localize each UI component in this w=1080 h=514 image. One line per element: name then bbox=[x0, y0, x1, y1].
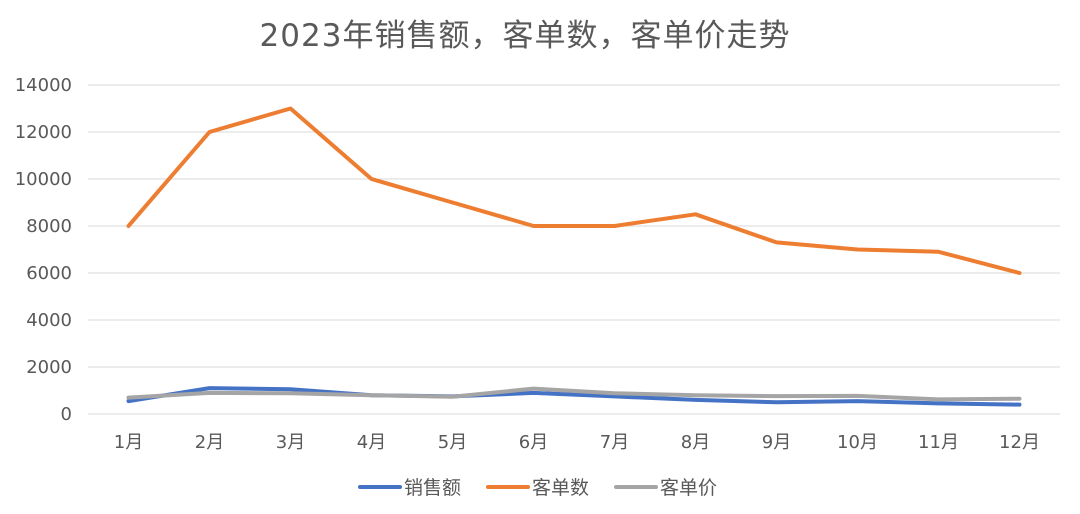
legend-label: 客单数 bbox=[532, 477, 589, 499]
series-lines bbox=[126, 106, 1022, 407]
x-tick-label: 9月 bbox=[762, 432, 791, 453]
x-tick-label: 12月 bbox=[999, 432, 1040, 453]
legend-label: 销售额 bbox=[404, 477, 461, 499]
x-tick-label: 2月 bbox=[195, 432, 224, 453]
y-tick-label: 10000 bbox=[15, 169, 72, 190]
series-line-2 bbox=[126, 106, 1022, 275]
x-tick-label: 1月 bbox=[114, 432, 143, 453]
x-tick-label: 6月 bbox=[519, 432, 548, 453]
x-tick-label: 11月 bbox=[918, 432, 959, 453]
series-line-3 bbox=[126, 386, 1022, 402]
x-tick-label: 5月 bbox=[438, 432, 467, 453]
legend-label: 客单价 bbox=[660, 477, 717, 499]
y-axis-ticks: 0 2000 4000 6000 8000 10000 12000 14000 bbox=[15, 75, 72, 425]
series-line-1 bbox=[126, 386, 1022, 407]
x-tick-label: 3月 bbox=[276, 432, 305, 453]
x-tick-label: 10月 bbox=[837, 432, 878, 453]
y-tick-label: 8000 bbox=[26, 216, 72, 237]
y-tick-label: 14000 bbox=[15, 75, 72, 96]
gridlines bbox=[88, 84, 1060, 415]
y-tick-label: 0 bbox=[61, 404, 72, 425]
x-tick-label: 4月 bbox=[357, 432, 386, 453]
y-tick-label: 4000 bbox=[26, 310, 72, 331]
x-tick-label: 7月 bbox=[600, 432, 629, 453]
x-tick-label: 8月 bbox=[681, 432, 710, 453]
chart-title: 2023年销售额，客单数，客单价走势 bbox=[259, 18, 791, 54]
x-axis-ticks: 1月 2月 3月 4月 5月 6月 7月 8月 9月 10月 11月 12月 bbox=[114, 432, 1040, 453]
y-tick-label: 12000 bbox=[15, 122, 72, 143]
y-tick-label: 2000 bbox=[26, 357, 72, 378]
legend: 销售额 客单数 客单价 bbox=[358, 477, 717, 499]
y-tick-label: 6000 bbox=[26, 263, 72, 284]
